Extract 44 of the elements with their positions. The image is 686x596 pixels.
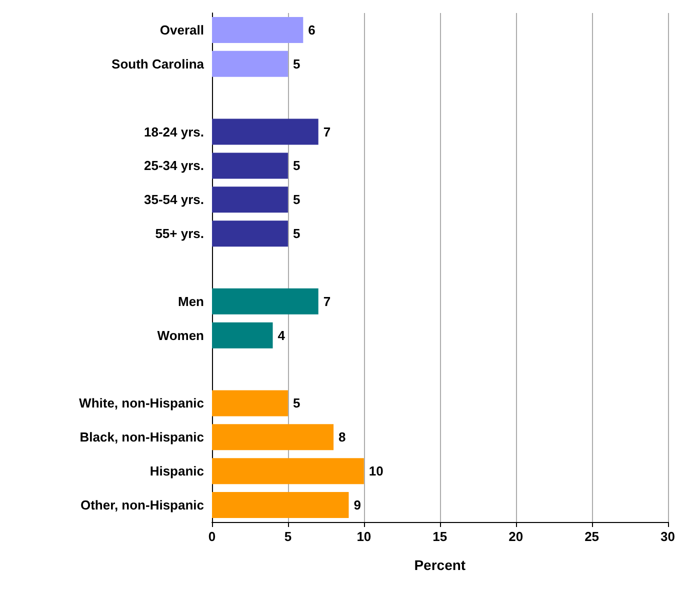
bar <box>212 50 288 77</box>
y-tick-label: Women <box>157 328 204 343</box>
x-tick-label: 10 <box>356 529 372 544</box>
bar <box>212 152 288 179</box>
data-label: 7 <box>323 124 331 140</box>
data-label: 6 <box>308 22 316 38</box>
y-tick-label: 55+ yrs. <box>155 226 204 242</box>
bar <box>212 16 304 43</box>
y-tick-label: Overall <box>160 22 204 38</box>
data-label: 10 <box>368 464 384 479</box>
bar <box>212 390 288 416</box>
bar <box>212 220 288 247</box>
y-tick-label: Black, non-Hispanic <box>80 430 204 445</box>
data-label: 8 <box>338 430 346 445</box>
y-tick-label: South Carolina <box>112 56 205 72</box>
bar <box>212 322 273 348</box>
y-tick-label: Hispanic <box>150 464 204 479</box>
bar <box>212 424 334 450</box>
data-label: 5 <box>292 158 300 174</box>
bar <box>212 118 318 145</box>
data-label: 9 <box>354 498 361 513</box>
bar <box>212 492 349 518</box>
x-tick-label: 30 <box>660 529 676 544</box>
x-tick-label: 25 <box>584 529 600 544</box>
x-tick-label: 15 <box>432 529 448 544</box>
x-tick-label: 0 <box>208 529 216 544</box>
data-label: 5 <box>292 226 300 242</box>
bar <box>212 186 288 213</box>
x-axis-title: Percent <box>414 557 466 573</box>
y-tick-label: Men <box>178 294 204 309</box>
data-label: 5 <box>292 56 300 72</box>
x-tick-label: 20 <box>508 529 524 544</box>
y-tick-label: 18-24 yrs. <box>144 124 204 140</box>
data-label: 4 <box>278 328 286 343</box>
data-label: 5 <box>292 396 300 411</box>
data-label: 5 <box>292 192 300 208</box>
bar <box>212 458 364 484</box>
y-tick-label: White, non-Hispanic <box>79 396 204 411</box>
data-label: 7 <box>323 294 331 309</box>
y-tick-label: 35-54 yrs. <box>144 192 204 208</box>
y-tick-label: Other, non-Hispanic <box>80 498 204 513</box>
x-tick-label: 5 <box>284 529 292 544</box>
bar <box>212 288 318 314</box>
y-tick-label: 25-34 yrs. <box>144 158 204 174</box>
